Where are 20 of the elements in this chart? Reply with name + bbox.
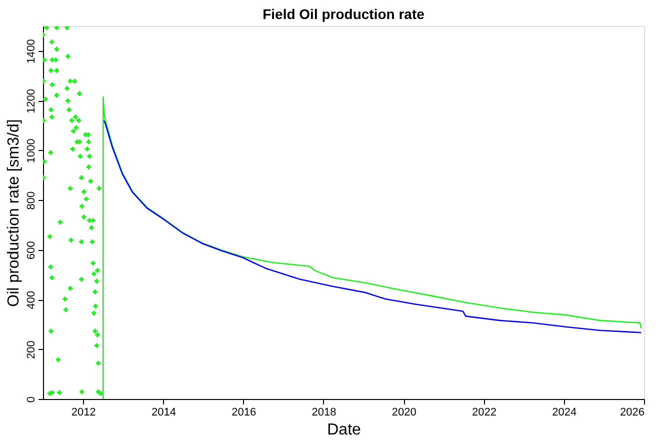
x-tick-label: 2024 bbox=[552, 406, 577, 418]
x-tick-label: 2012 bbox=[71, 406, 96, 418]
x-tick-label: 2020 bbox=[392, 406, 416, 418]
line-series bbox=[103, 120, 642, 334]
y-tick-label: 200 bbox=[26, 340, 38, 359]
y-tick-label: 0 bbox=[26, 396, 38, 403]
y-tick-label: 1000 bbox=[26, 138, 38, 164]
x-tick-label: 2014 bbox=[151, 406, 176, 418]
y-tick-label: 400 bbox=[26, 290, 38, 310]
x-tick-label: 2016 bbox=[232, 406, 256, 418]
y-axis-title: Oil production rate [sm3/d] bbox=[6, 119, 22, 307]
x-tick-label: 2022 bbox=[472, 406, 496, 418]
y-tick-label: 1200 bbox=[26, 88, 38, 114]
y-tick-label: 800 bbox=[26, 191, 38, 210]
x-tick-label: 2018 bbox=[312, 406, 336, 418]
chart-title: Field Oil production rate bbox=[262, 6, 425, 22]
y-tick-label: 600 bbox=[26, 241, 38, 260]
x-tick-label: 2026 bbox=[620, 406, 644, 418]
y-tick-label: 1400 bbox=[26, 39, 38, 64]
x-axis-title: Date bbox=[327, 422, 361, 438]
